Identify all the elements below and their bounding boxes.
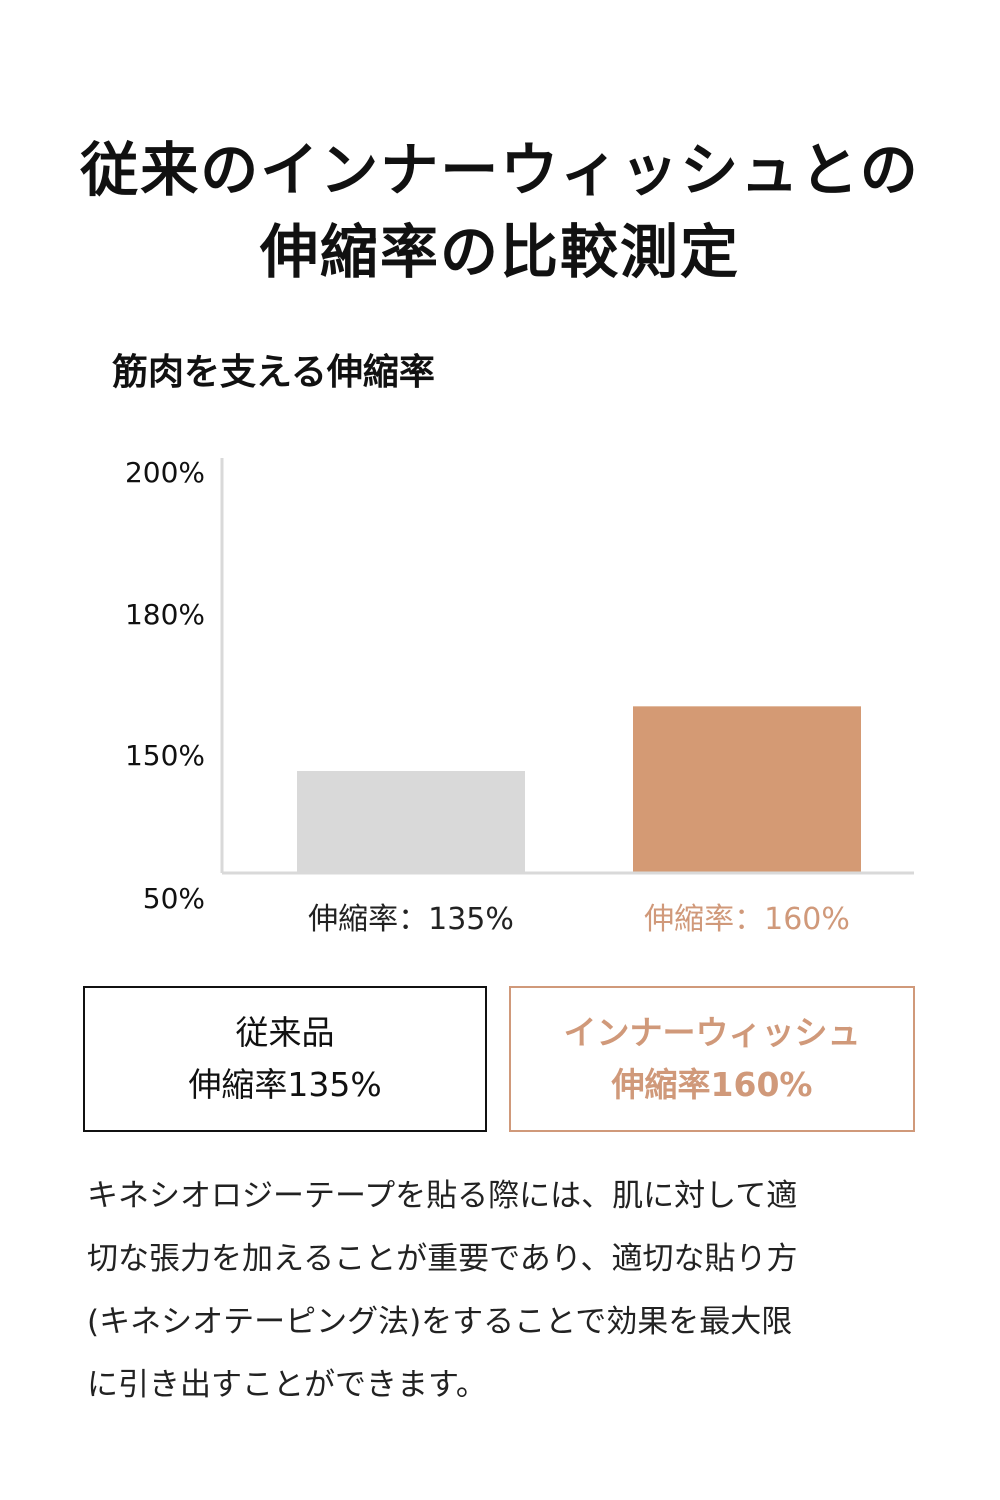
description-line: 切な張力を加えることが重要であり、適切な貼り方 (87, 1241, 798, 1277)
legend-conventional-name: 従来品 (235, 1013, 335, 1052)
page-title-line-2: 伸縮率の比較測定 (259, 218, 740, 286)
bar-chart: 200% 180% 150% 50% 伸縮率：135% 伸縮率：160% (125, 456, 914, 937)
chart-title: 筋肉を支える伸縮率 (112, 352, 435, 393)
y-tick-label: 150% (125, 739, 205, 772)
description-line: キネシオロジーテープを貼る際には、肌に対して適 (87, 1178, 798, 1214)
description-line: (キネシオテーピング法)をすることで効果を最大限 (87, 1304, 793, 1340)
bar-1 (297, 771, 525, 872)
page-title-line-1: 従来のインナーウィッシュとの (80, 136, 920, 204)
y-tick-label: 50% (143, 882, 205, 915)
y-tick-label: 180% (125, 598, 205, 631)
y-tick-label: 200% (125, 456, 205, 489)
category-label: 伸縮率：135% (308, 902, 514, 937)
legend-box-product: インナーウィッシュ 伸縮率160% (509, 986, 915, 1132)
legend-box-conventional: 従来品 伸縮率135% (83, 986, 487, 1132)
legend-product-rate: 伸縮率160% (611, 1065, 813, 1104)
category-label: 伸縮率：160% (644, 902, 850, 937)
description-text: キネシオロジーテープを貼る際には、肌に対して適 切な張力を加えることが重要であり… (87, 1165, 927, 1417)
bar-2 (633, 706, 861, 872)
description-line: に引き出すことができます。 (87, 1367, 487, 1403)
legend-product-name: インナーウィッシュ (563, 1013, 861, 1052)
legend-conventional-rate: 伸縮率135% (188, 1065, 382, 1104)
